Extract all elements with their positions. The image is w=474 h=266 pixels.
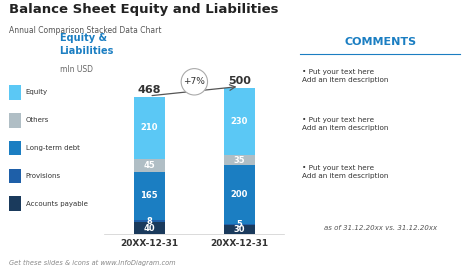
Text: • Put your text here
Add an item description: • Put your text here Add an item descrip…	[302, 117, 389, 131]
Text: Provisions: Provisions	[26, 173, 61, 179]
Text: Editable data chart, Excel table: Editable data chart, Excel table	[311, 9, 454, 18]
Text: mln USD: mln USD	[60, 65, 92, 74]
Text: Accounts payable: Accounts payable	[26, 201, 88, 207]
Bar	[224, 165, 255, 224]
Text: 165: 165	[140, 191, 158, 200]
Bar	[134, 159, 165, 172]
Text: Equity: Equity	[26, 89, 48, 95]
Text: Get these slides & icons at www.InfoDiagram.com: Get these slides & icons at www.InfoDiag…	[9, 260, 176, 266]
Text: +7%: +7%	[183, 77, 205, 86]
Text: 8: 8	[146, 217, 152, 226]
Bar	[224, 155, 255, 165]
Bar	[134, 172, 165, 220]
Bar	[9, 141, 21, 155]
Text: 468: 468	[137, 85, 161, 95]
Bar	[134, 222, 165, 234]
Bar	[224, 88, 255, 155]
Text: 45: 45	[144, 161, 155, 170]
Text: • Put your text here
Add an item description: • Put your text here Add an item descrip…	[302, 165, 389, 179]
Text: as of 31.12.20xx vs. 31.12.20xx: as of 31.12.20xx vs. 31.12.20xx	[324, 225, 437, 231]
Text: Balance Sheet Equity and Liabilities: Balance Sheet Equity and Liabilities	[9, 3, 279, 16]
Text: 30: 30	[234, 225, 245, 234]
Text: 230: 230	[231, 117, 248, 126]
Bar	[9, 196, 21, 211]
Bar	[134, 97, 165, 159]
Text: COMMENTS: COMMENTS	[344, 36, 417, 47]
Text: Others: Others	[26, 117, 49, 123]
Bar	[134, 220, 165, 222]
Text: Annual Comparison Stacked Data Chart: Annual Comparison Stacked Data Chart	[9, 26, 162, 35]
Text: 5: 5	[237, 220, 242, 229]
Bar	[9, 169, 21, 183]
Text: Equity &
Liabilities: Equity & Liabilities	[60, 33, 114, 56]
Text: 500: 500	[228, 76, 251, 86]
Text: 200: 200	[231, 190, 248, 199]
Bar	[9, 113, 21, 128]
Text: 210: 210	[141, 123, 158, 132]
Text: Long-term debt: Long-term debt	[26, 145, 80, 151]
Bar	[9, 85, 21, 100]
Text: • Put your text here
Add an item description: • Put your text here Add an item descrip…	[302, 69, 389, 83]
Text: 35: 35	[234, 156, 245, 165]
Bar	[224, 225, 255, 234]
Text: 40: 40	[144, 224, 155, 233]
Bar	[224, 224, 255, 225]
